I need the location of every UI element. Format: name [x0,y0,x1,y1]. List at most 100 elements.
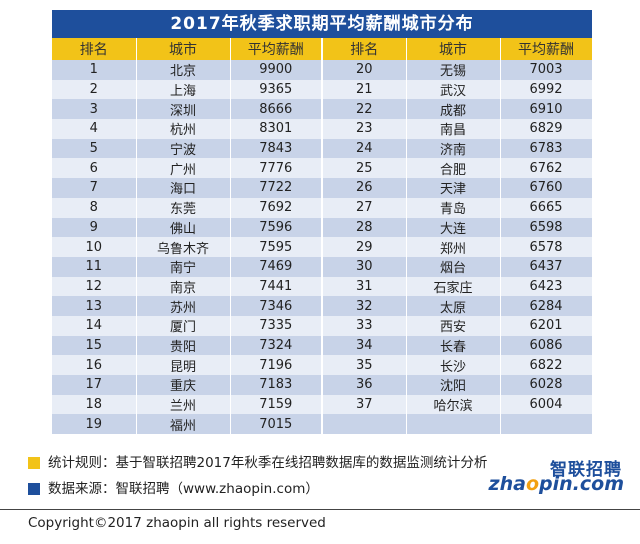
cell-city-right: 南昌 [406,119,501,139]
table-row: 4 杭州 8301 23 南昌 6829 [52,119,593,139]
cell-rank-left: 16 [52,355,137,375]
cell-rank-left: 2 [52,79,137,100]
cell-rank-left: 6 [52,158,137,179]
cell-salary-left: 7159 [230,394,323,415]
cell-salary-left: 7722 [230,178,323,198]
cell-salary-left: 7335 [230,315,323,336]
cell-city-left: 佛山 [136,217,231,238]
table-row: 12 南京 7441 31 石家庄 6423 [52,276,593,297]
cell-rank-right: 32 [322,296,407,316]
logo-name: 智联招聘 [550,460,622,480]
cell-salary-right: 6028 [500,375,593,395]
cell-city-left: 深圳 [136,99,231,120]
cell-city-left: 宁波 [136,138,231,159]
table-row: 15 贵阳 7324 34 长春 6086 [52,335,593,356]
cell-rank-left: 7 [52,178,137,198]
header-city-right: 城市 [406,38,501,60]
table-row: 1 北京 9900 20 无锡 7003 [52,60,593,80]
data-source-text: 数据来源：智联招聘（www.zhaopin.com） [48,481,319,497]
table-row: 2 上海 9365 21 武汉 6992 [52,79,593,100]
cell-rank-right: 25 [322,158,407,179]
cell-city-right: 青岛 [406,197,501,218]
cell-salary-left: 7015 [230,414,323,435]
cell-city-left: 东莞 [136,197,231,218]
logo-url-o: o [525,473,540,495]
table-row: 9 佛山 7596 28 大连 6598 [52,217,593,238]
cell-rank-left: 10 [52,237,137,257]
cell-city-right: 石家庄 [406,276,501,297]
table-row: 17 重庆 7183 36 沈阳 6028 [52,375,593,395]
cell-salary-right: 6910 [500,99,593,120]
cell-salary-right: 6760 [500,178,593,198]
cell-rank-left: 19 [52,414,137,435]
cell-city-right: 烟台 [406,256,501,277]
logo-url-post: pin.com [539,473,624,495]
copyright-text: Copyright©2017 zhaopin all rights reserv… [28,515,326,531]
cell-rank-left: 3 [52,99,137,120]
cell-city-left: 广州 [136,158,231,179]
cell-city-left: 福州 [136,414,231,435]
cell-salary-right: 6762 [500,158,593,179]
cell-city-right: 哈尔滨 [406,394,501,415]
cell-city-right [406,414,501,435]
cell-salary-right: 6201 [500,315,593,336]
cell-salary-right: 6423 [500,276,593,297]
cell-rank-left: 14 [52,315,137,336]
cell-salary-right: 6578 [500,237,593,257]
cell-salary-right [500,414,593,435]
cell-salary-right: 6598 [500,217,593,238]
header-salary-left: 平均薪酬 [230,38,323,60]
cell-salary-right: 6822 [500,355,593,375]
cell-rank-right: 22 [322,99,407,120]
cell-salary-right: 6665 [500,197,593,218]
cell-rank-left: 1 [52,60,137,80]
cell-city-right: 无锡 [406,60,501,80]
cell-city-right: 太原 [406,296,501,316]
header-city-left: 城市 [136,38,231,60]
cell-rank-left: 17 [52,375,137,395]
cell-city-left: 乌鲁木齐 [136,237,231,257]
cell-salary-left: 7469 [230,256,323,277]
stat-rule-text: 统计规则：基于智联招聘2017年秋季在线招聘数据库的数据监测统计分析 [48,455,488,471]
cell-city-right: 长春 [406,335,501,356]
table-row: 11 南宁 7469 30 烟台 6437 [52,256,593,277]
cell-rank-right: 30 [322,256,407,277]
cell-city-left: 北京 [136,60,231,80]
table-row: 5 宁波 7843 24 济南 6783 [52,138,593,159]
cell-city-left: 杭州 [136,119,231,139]
cell-city-left: 兰州 [136,394,231,415]
cell-rank-right: 23 [322,119,407,139]
zhaopin-logo: 智联招聘 zhaopin.com [489,455,628,501]
cell-salary-left: 9365 [230,79,323,100]
cell-rank-right: 35 [322,355,407,375]
cell-salary-right: 6829 [500,119,593,139]
cell-rank-left: 18 [52,394,137,415]
cell-rank-left: 4 [52,119,137,139]
cell-rank-left: 11 [52,256,137,277]
table-row: 10 乌鲁木齐 7595 29 郑州 6578 [52,237,593,257]
table-row: 7 海口 7722 26 天津 6760 [52,178,593,198]
cell-city-left: 南宁 [136,256,231,277]
cell-salary-right: 6284 [500,296,593,316]
cell-salary-left: 7692 [230,197,323,218]
cell-salary-left: 7776 [230,158,323,179]
table-row: 19 福州 7015 [52,414,593,435]
cell-salary-left: 9900 [230,60,323,80]
cell-city-left: 苏州 [136,296,231,316]
cell-city-right: 郑州 [406,237,501,257]
cell-rank-right: 26 [322,178,407,198]
logo-url-pre: zha [488,473,526,495]
cell-city-left: 上海 [136,79,231,100]
note-stat-rule: 统计规则：基于智联招聘2017年秋季在线招聘数据库的数据监测统计分析 [22,450,622,476]
footer-divider [0,509,640,510]
cell-salary-left: 7596 [230,217,323,238]
salary-table: 排名 城市 平均薪酬 排名 城市 平均薪酬 1 北京 9900 20 无锡 7003 2 上海… [52,38,593,435]
cell-salary-left: 7183 [230,375,323,395]
cell-city-left: 南京 [136,276,231,297]
cell-rank-right [322,414,407,435]
cell-rank-right: 27 [322,197,407,218]
cell-salary-right: 7003 [500,60,593,80]
table-row: 16 昆明 7196 35 长沙 6822 [52,355,593,375]
cell-salary-right: 6086 [500,335,593,356]
header-salary-right: 平均薪酬 [500,38,593,60]
